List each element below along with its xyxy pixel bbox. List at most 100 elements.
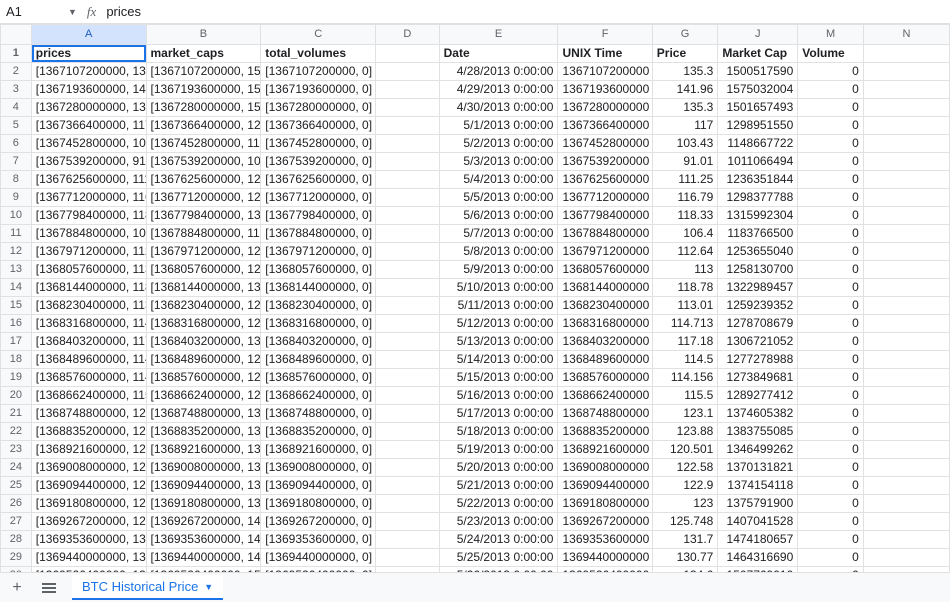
cell-J3[interactable]: 1575032004 xyxy=(718,81,798,99)
cell-E10[interactable]: 5/6/2013 0:00:00 xyxy=(439,207,558,225)
cell-C29[interactable]: [1369440000000, 0] xyxy=(261,549,376,567)
cell-N17[interactable] xyxy=(863,333,949,351)
cell-N15[interactable] xyxy=(863,297,949,315)
cell-F11[interactable]: 1367884800000 xyxy=(558,225,652,243)
cell-F4[interactable]: 1367280000000 xyxy=(558,99,652,117)
cell-M20[interactable]: 0 xyxy=(798,387,864,405)
cell-A22[interactable]: [1368835200000, 123.88 xyxy=(31,423,146,441)
cell-M27[interactable]: 0 xyxy=(798,513,864,531)
row-header-11[interactable]: 11 xyxy=(1,225,32,243)
cell-B6[interactable]: [1367452800000, 11486 xyxy=(146,135,261,153)
cell-D21[interactable] xyxy=(376,405,440,423)
cell-J22[interactable]: 1383755085 xyxy=(718,423,798,441)
cell-B20[interactable]: [1368662400000, 12892 xyxy=(146,387,261,405)
cell-A3[interactable]: [1367193600000, 141.96 xyxy=(31,81,146,99)
cell-J2[interactable]: 1500517590 xyxy=(718,63,798,81)
row-header-7[interactable]: 7 xyxy=(1,153,32,171)
cell-B25[interactable]: [1369094400000, 13741 xyxy=(146,477,261,495)
cell-A15[interactable]: [1368230400000, 113.01 xyxy=(31,297,146,315)
cell-C4[interactable]: [1367280000000, 0] xyxy=(261,99,376,117)
cell-C24[interactable]: [1369008000000, 0] xyxy=(261,459,376,477)
cell-G26[interactable]: 123 xyxy=(652,495,718,513)
cell-B2[interactable]: [1367107200000, 15005 xyxy=(146,63,261,81)
spreadsheet-grid[interactable]: ABCDEFGJMN1pricesmarket_capstotal_volume… xyxy=(0,24,950,572)
name-box-dropdown-icon[interactable]: ▼ xyxy=(68,7,77,17)
cell-A11[interactable]: [1367884800000, 106.4] xyxy=(31,225,146,243)
cell-N22[interactable] xyxy=(863,423,949,441)
cell-C21[interactable]: [1368748800000, 0] xyxy=(261,405,376,423)
cell-M14[interactable]: 0 xyxy=(798,279,864,297)
cell-A9[interactable]: [1367712000000, 116.79 xyxy=(31,189,146,207)
cell-N1[interactable] xyxy=(863,45,949,63)
cell-D18[interactable] xyxy=(376,351,440,369)
cell-M23[interactable]: 0 xyxy=(798,441,864,459)
cell-A27[interactable]: [1369267200000, 125.74 xyxy=(31,513,146,531)
cell-F12[interactable]: 1367971200000 xyxy=(558,243,652,261)
cell-N20[interactable] xyxy=(863,387,949,405)
cell-G1[interactable]: Price xyxy=(652,45,718,63)
cell-F27[interactable]: 1369267200000 xyxy=(558,513,652,531)
cell-G25[interactable]: 122.9 xyxy=(652,477,718,495)
cell-G23[interactable]: 120.501 xyxy=(652,441,718,459)
row-header-25[interactable]: 25 xyxy=(1,477,32,495)
cell-F23[interactable]: 1368921600000 xyxy=(558,441,652,459)
cell-B7[interactable]: [1367539200000, 10110 xyxy=(146,153,261,171)
row-header-14[interactable]: 14 xyxy=(1,279,32,297)
cell-C28[interactable]: [1369353600000, 0] xyxy=(261,531,376,549)
cell-M8[interactable]: 0 xyxy=(798,171,864,189)
cell-C6[interactable]: [1367452800000, 0] xyxy=(261,135,376,153)
row-header-6[interactable]: 6 xyxy=(1,135,32,153)
cell-G3[interactable]: 141.96 xyxy=(652,81,718,99)
row-header-16[interactable]: 16 xyxy=(1,315,32,333)
cell-D12[interactable] xyxy=(376,243,440,261)
cell-D24[interactable] xyxy=(376,459,440,477)
cell-D19[interactable] xyxy=(376,369,440,387)
row-header-12[interactable]: 12 xyxy=(1,243,32,261)
cell-E24[interactable]: 5/20/2013 0:00:00 xyxy=(439,459,558,477)
cell-A12[interactable]: [1367971200000, 112.64 xyxy=(31,243,146,261)
cell-F26[interactable]: 1369180800000 xyxy=(558,495,652,513)
cell-A17[interactable]: [1368403200000, 117.18 xyxy=(31,333,146,351)
cell-G29[interactable]: 130.77 xyxy=(652,549,718,567)
column-header-B[interactable]: B xyxy=(146,25,261,45)
row-header-22[interactable]: 22 xyxy=(1,423,32,441)
cell-A29[interactable]: [1369440000000, 130.77 xyxy=(31,549,146,567)
cell-N25[interactable] xyxy=(863,477,949,495)
cell-M15[interactable]: 0 xyxy=(798,297,864,315)
cell-A7[interactable]: [1367539200000, 91.01] xyxy=(31,153,146,171)
cell-B8[interactable]: [1367625600000, 12363 xyxy=(146,171,261,189)
cell-C22[interactable]: [1368835200000, 0] xyxy=(261,423,376,441)
cell-B24[interactable]: [1369008000000, 13701 xyxy=(146,459,261,477)
cell-M12[interactable]: 0 xyxy=(798,243,864,261)
row-header-15[interactable]: 15 xyxy=(1,297,32,315)
cell-C9[interactable]: [1367712000000, 0] xyxy=(261,189,376,207)
row-header-1[interactable]: 1 xyxy=(1,45,32,63)
cell-E28[interactable]: 5/24/2013 0:00:00 xyxy=(439,531,558,549)
cell-N10[interactable] xyxy=(863,207,949,225)
add-sheet-button[interactable]: + xyxy=(8,579,26,597)
cell-F25[interactable]: 1369094400000 xyxy=(558,477,652,495)
cell-F2[interactable]: 1367107200000 xyxy=(558,63,652,81)
cell-G13[interactable]: 113 xyxy=(652,261,718,279)
cell-A25[interactable]: [1369094400000, 122.9] xyxy=(31,477,146,495)
row-header-2[interactable]: 2 xyxy=(1,63,32,81)
cell-N18[interactable] xyxy=(863,351,949,369)
cell-D9[interactable] xyxy=(376,189,440,207)
cell-A23[interactable]: [1368921600000, 120.50 xyxy=(31,441,146,459)
cell-M24[interactable]: 0 xyxy=(798,459,864,477)
cell-J13[interactable]: 1258130700 xyxy=(718,261,798,279)
cell-C3[interactable]: [1367193600000, 0] xyxy=(261,81,376,99)
cell-N24[interactable] xyxy=(863,459,949,477)
cell-C13[interactable]: [1368057600000, 0] xyxy=(261,261,376,279)
cell-N9[interactable] xyxy=(863,189,949,207)
cell-B13[interactable]: [1368057600000, 12581 xyxy=(146,261,261,279)
cell-D28[interactable] xyxy=(376,531,440,549)
cell-C25[interactable]: [1369094400000, 0] xyxy=(261,477,376,495)
cell-G24[interactable]: 122.58 xyxy=(652,459,718,477)
cell-M17[interactable]: 0 xyxy=(798,333,864,351)
cell-D22[interactable] xyxy=(376,423,440,441)
cell-N23[interactable] xyxy=(863,441,949,459)
cell-D17[interactable] xyxy=(376,333,440,351)
cell-J8[interactable]: 1236351844 xyxy=(718,171,798,189)
cell-M22[interactable]: 0 xyxy=(798,423,864,441)
